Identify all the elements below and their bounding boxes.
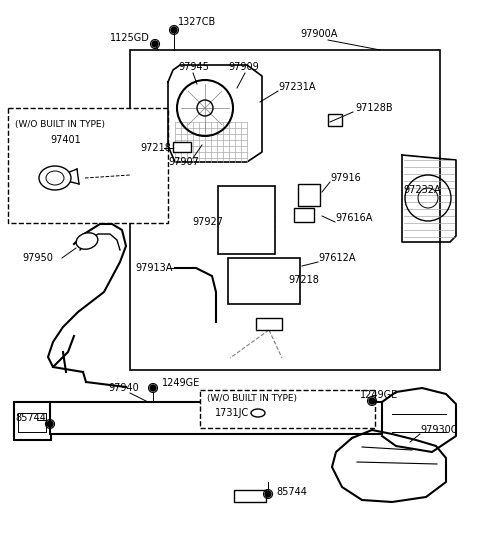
Text: 97128B: 97128B — [355, 103, 393, 113]
Circle shape — [152, 41, 158, 47]
Bar — [173, 142, 191, 152]
Text: 97232A: 97232A — [403, 185, 441, 195]
Text: 97927: 97927 — [192, 217, 223, 227]
Circle shape — [150, 385, 156, 391]
Bar — [234, 490, 266, 502]
Text: 1125GD: 1125GD — [110, 33, 150, 43]
Text: 97231A: 97231A — [278, 82, 315, 92]
Text: 1731JC: 1731JC — [215, 408, 249, 418]
Text: 97950: 97950 — [22, 253, 53, 263]
Bar — [14, 402, 51, 440]
Bar — [8, 108, 168, 223]
Text: 97218: 97218 — [140, 143, 171, 153]
Text: 97909: 97909 — [228, 62, 259, 72]
Text: 97612A: 97612A — [318, 253, 356, 263]
Ellipse shape — [46, 171, 64, 185]
Circle shape — [47, 421, 53, 427]
Circle shape — [171, 27, 177, 33]
Text: 1327CB: 1327CB — [178, 17, 216, 27]
Text: 97616A: 97616A — [335, 213, 372, 223]
Bar — [130, 50, 440, 370]
Bar — [228, 258, 300, 304]
Circle shape — [369, 398, 375, 404]
Text: 85744: 85744 — [276, 487, 307, 497]
Bar — [50, 402, 382, 434]
Ellipse shape — [251, 409, 265, 417]
Bar — [256, 318, 282, 330]
Text: 97218: 97218 — [288, 275, 319, 285]
Bar — [294, 208, 314, 222]
Text: 85744: 85744 — [15, 413, 46, 423]
Bar — [218, 186, 275, 254]
Text: 97940: 97940 — [108, 383, 139, 393]
Text: 97945: 97945 — [178, 62, 209, 72]
Text: 1249GE: 1249GE — [360, 390, 398, 400]
Circle shape — [265, 491, 271, 497]
Text: (W/O BUILT IN TYPE): (W/O BUILT IN TYPE) — [207, 393, 297, 403]
Text: 97907: 97907 — [168, 157, 199, 167]
Text: 97930C: 97930C — [420, 425, 457, 435]
Bar — [200, 390, 375, 428]
Ellipse shape — [76, 233, 98, 249]
Text: 97401: 97401 — [50, 135, 81, 145]
Text: (W/O BUILT IN TYPE): (W/O BUILT IN TYPE) — [15, 120, 105, 129]
Text: 97913A: 97913A — [135, 263, 172, 273]
Text: 1249GE: 1249GE — [162, 378, 200, 388]
Text: 97900A: 97900A — [300, 29, 337, 39]
Ellipse shape — [39, 166, 71, 190]
Text: 97916: 97916 — [330, 173, 361, 183]
